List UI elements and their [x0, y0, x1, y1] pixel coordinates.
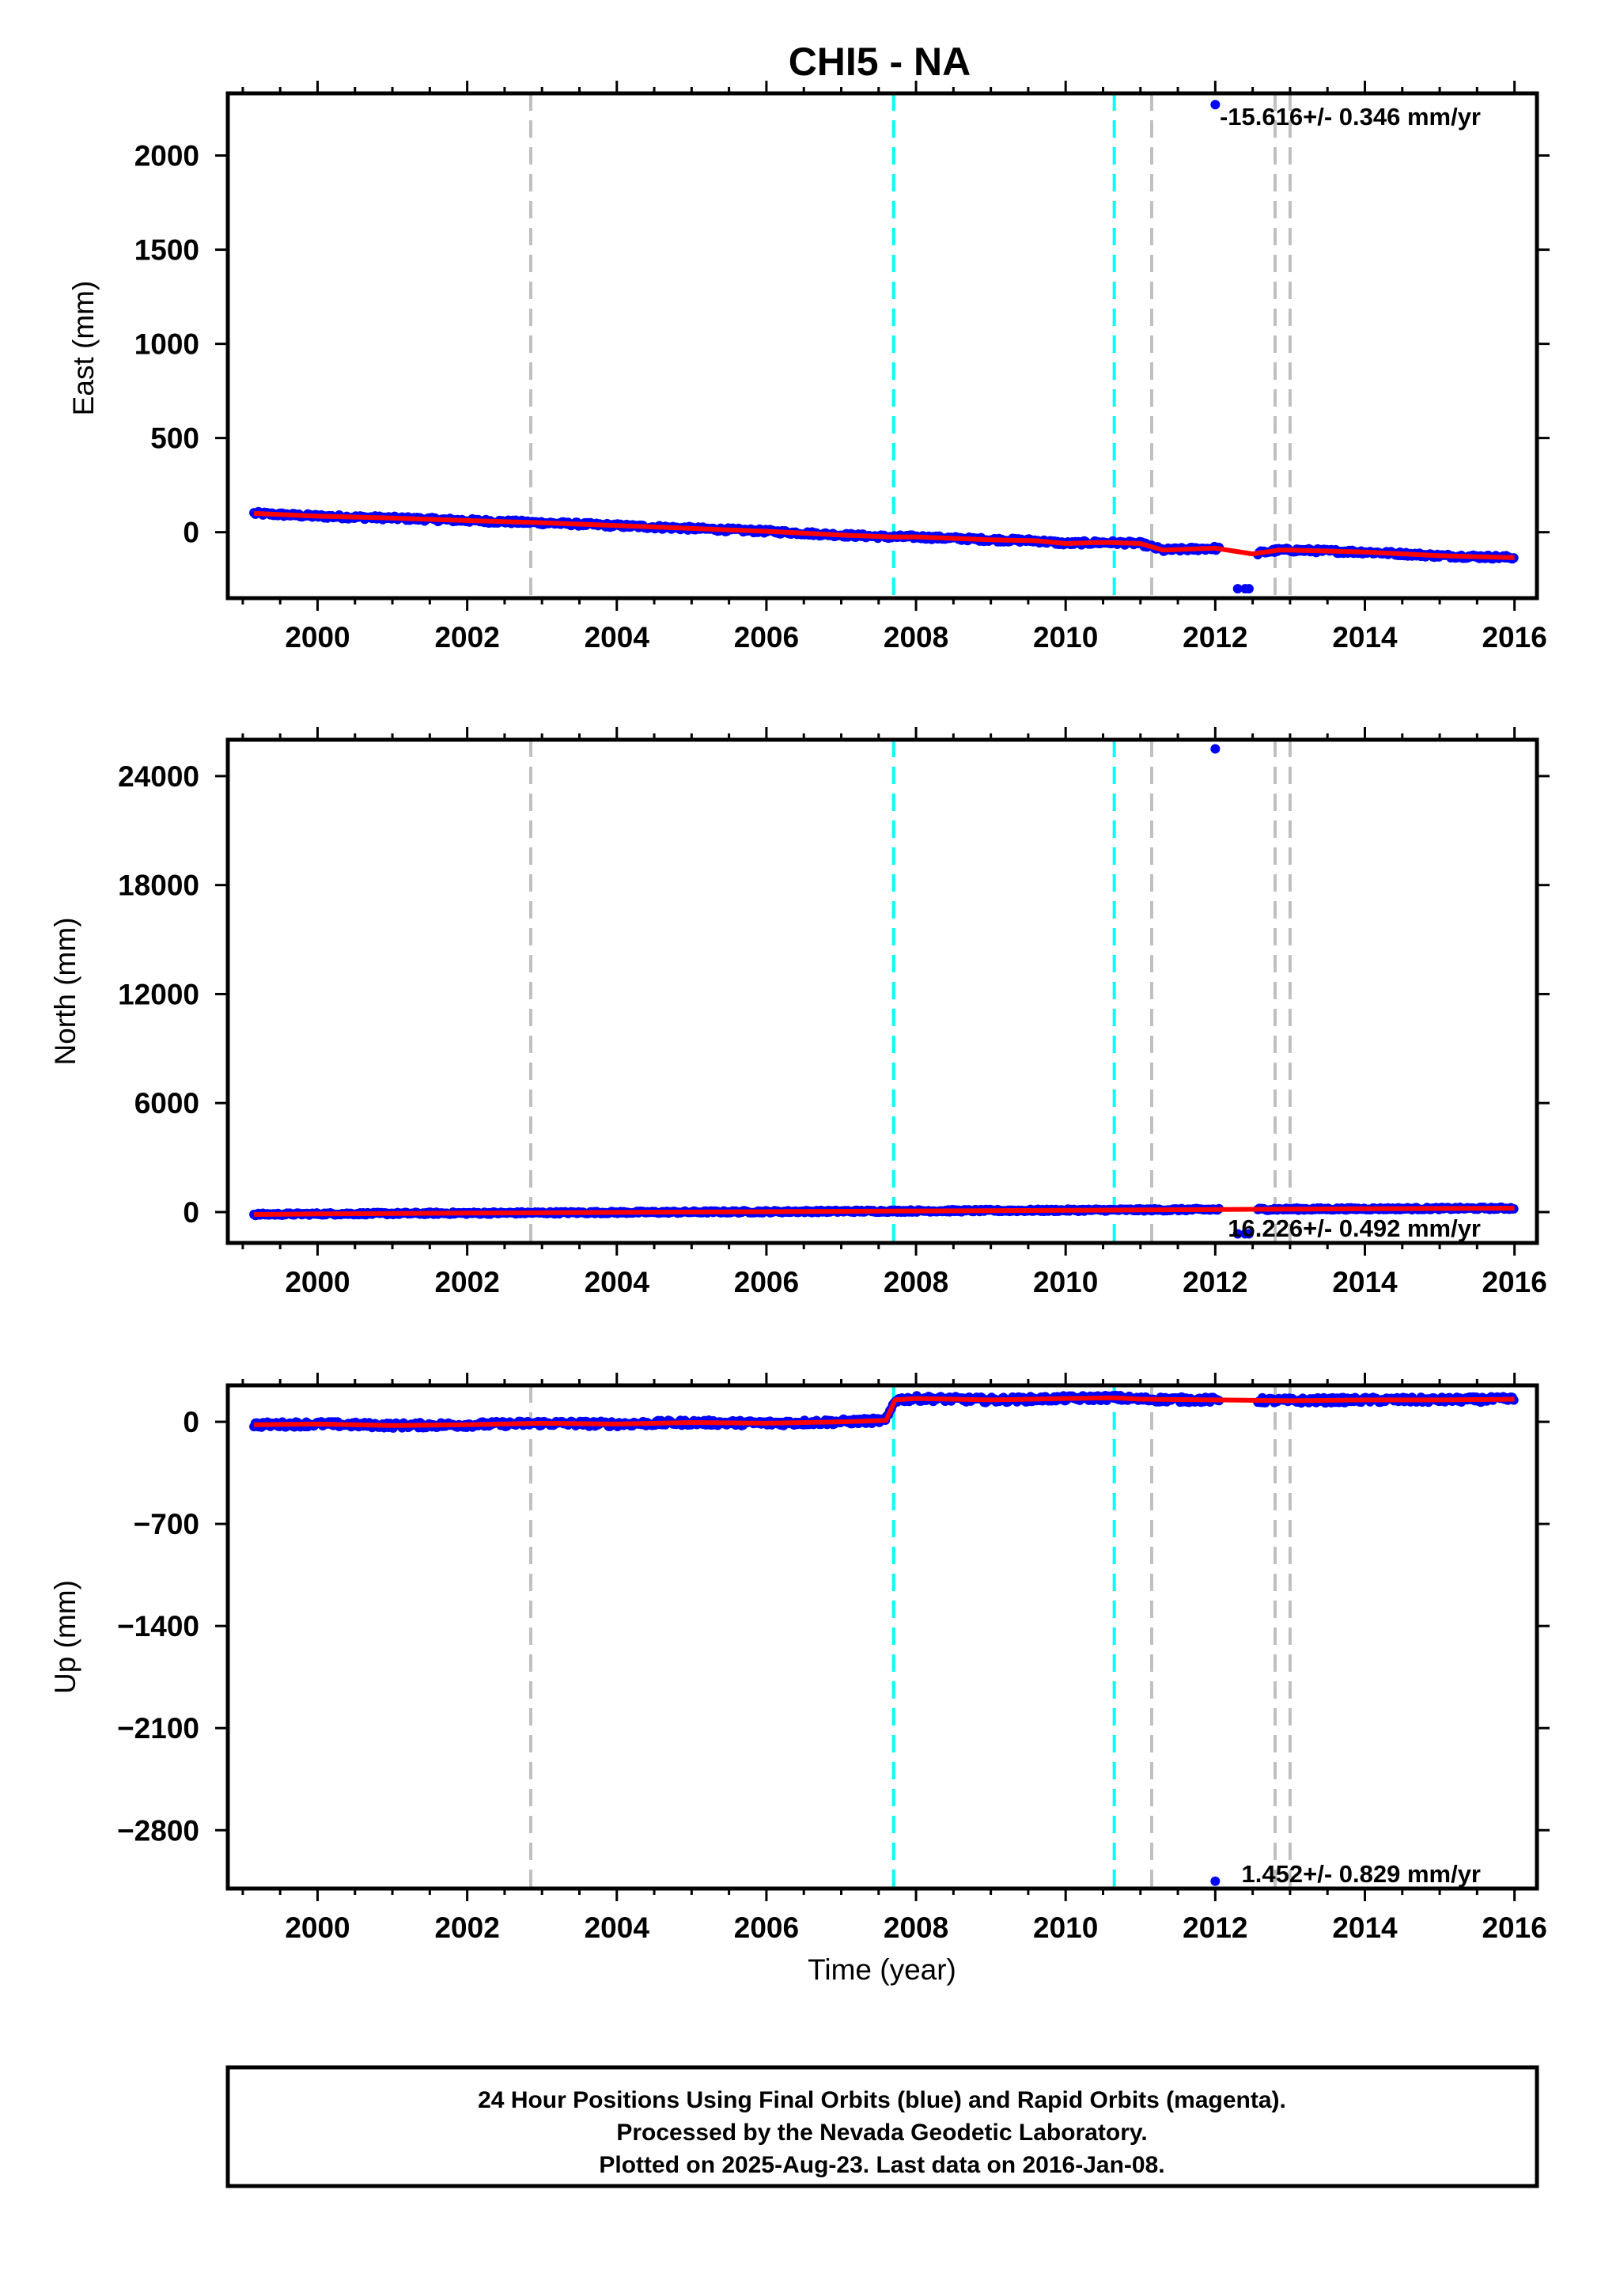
y-tick-label: −1400: [117, 1610, 199, 1642]
plot-area: [228, 1385, 1537, 1889]
y-tick-label: −700: [134, 1508, 199, 1540]
y-tick-label: 18000: [118, 870, 199, 902]
y-tick-label: 6000: [134, 1087, 199, 1120]
y-tick-label: −2100: [117, 1712, 199, 1745]
east-panel: 2000 2002 2004 2006 2008 2010 2012 2014 2016 0 500…: [67, 81, 1550, 654]
x-tick-label: 2004: [585, 1911, 650, 1944]
footer-box: 24 Hour Positions Using Final Orbits (bl…: [225, 2065, 1539, 2188]
x-tick-label: 2010: [1033, 1911, 1098, 1944]
outlier-point: [1243, 584, 1254, 594]
y-tick-label: −2800: [117, 1814, 199, 1847]
x-tick-label: 2006: [734, 1266, 799, 1298]
plot-frame: [225, 1383, 1539, 1891]
x-tick-label: 2002: [434, 1911, 499, 1944]
y-tick-label: 500: [150, 422, 199, 455]
x-tick-label: 2014: [1332, 621, 1398, 654]
x-tick-label: 2000: [285, 1911, 350, 1944]
x-axis-label: Time (year): [808, 1953, 956, 1986]
up-panel: 2000 2002 2004 2006 2008 2010 2012 2014 2016 0 −70…: [49, 1373, 1550, 1986]
x-tick-label: 2012: [1183, 1911, 1247, 1944]
velocity-annotation: 1.452+/- 0.829 mm/yr: [1242, 1860, 1481, 1888]
plot-area: [228, 93, 1537, 598]
x-tick-label: 2004: [585, 1266, 650, 1298]
x-tick-label: 2008: [884, 1911, 948, 1944]
footer-line-1: 24 Hour Positions Using Final Orbits (bl…: [478, 2087, 1286, 2113]
y-tick-label: 0: [183, 1196, 199, 1229]
x-tick-label: 2006: [734, 621, 799, 654]
model-fit-line: [254, 1395, 1515, 1428]
y-tick-label: 24000: [118, 760, 199, 793]
x-tick-label: 2002: [434, 621, 499, 654]
x-tick-label: 2008: [884, 1266, 948, 1298]
y-tick-label: 0: [183, 1406, 199, 1438]
outlier-point: [1210, 1876, 1221, 1886]
x-tick-label: 2006: [734, 1911, 799, 1944]
north-panel: 2000 2002 2004 2006 2008 2010 2012 2014 2016 0 600…: [49, 727, 1550, 1298]
y-tick-label: 0: [183, 517, 199, 549]
outlier-point: [1210, 744, 1221, 754]
y-axis-label: North (mm): [49, 917, 81, 1065]
outlier-point: [1243, 1229, 1254, 1239]
y-axis-label: Up (mm): [49, 1580, 81, 1694]
x-tick-label: 2012: [1183, 621, 1247, 654]
model-fit-line: [254, 1206, 1515, 1217]
footer-line-3: Plotted on 2025-Aug-23. Last data on 201…: [599, 2152, 1164, 2178]
x-tick-label: 2012: [1183, 1266, 1247, 1298]
model-fit-line: [253, 510, 1515, 560]
x-tick-label: 2002: [434, 1266, 499, 1298]
x-tick-label: 2000: [285, 1266, 350, 1298]
x-tick-label: 2016: [1482, 621, 1546, 654]
outlier-point: [1232, 1229, 1243, 1239]
y-tick-label: 1500: [134, 234, 199, 267]
x-tick-label: 2016: [1482, 1911, 1546, 1944]
x-tick-label: 2000: [285, 621, 350, 654]
plot-frame: [225, 91, 1539, 601]
x-tick-label: 2010: [1033, 621, 1098, 654]
x-tick-label: 2014: [1332, 1911, 1398, 1944]
x-tick-label: 2010: [1033, 1266, 1098, 1298]
x-tick-label: 2004: [585, 621, 650, 654]
x-tick-label: 2008: [884, 621, 948, 654]
outlier-point: [1210, 100, 1221, 110]
y-tick-label: 2000: [134, 140, 199, 172]
plot-area: [228, 740, 1537, 1243]
plot-frame: [225, 737, 1539, 1245]
x-tick-label: 2014: [1332, 1266, 1398, 1298]
footer-line-2: Processed by the Nevada Geodetic Laborat…: [616, 2120, 1147, 2146]
y-axis-label: East (mm): [67, 281, 100, 416]
velocity-annotation: 16.226+/- 0.492 mm/yr: [1228, 1214, 1481, 1242]
outlier-point: [1232, 584, 1243, 594]
x-tick-label: 2016: [1482, 1266, 1546, 1298]
velocity-annotation: -15.616+/- 0.346 mm/yr: [1220, 103, 1481, 131]
y-tick-label: 12000: [118, 978, 199, 1010]
y-tick-label: 1000: [134, 328, 199, 361]
chart-title: CHI5 - NA: [789, 40, 971, 84]
